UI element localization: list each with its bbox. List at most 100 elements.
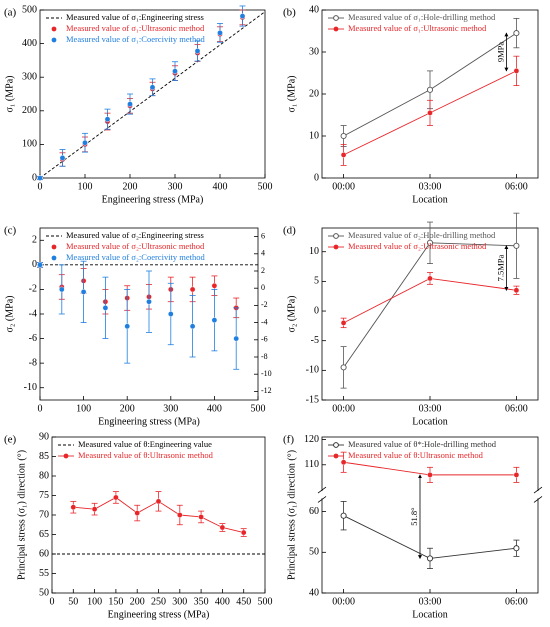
legend-marker <box>333 244 339 250</box>
panel-label: (f) <box>283 434 294 446</box>
marker <box>70 504 77 511</box>
y-tick-label: 30 <box>309 46 319 57</box>
axis-break <box>319 491 325 499</box>
x-tick-label: 00:00 <box>332 403 355 414</box>
marker <box>167 311 174 317</box>
y2-tick-label: -6 <box>261 335 268 344</box>
y-tick-label: 0 <box>32 259 37 270</box>
x-tick-label: 400 <box>207 403 222 414</box>
y-tick-label: -2 <box>29 284 37 295</box>
panel-label: (d) <box>283 225 296 237</box>
y-axis-label: σ₁ (MPa) <box>4 76 15 113</box>
legend-marker <box>51 255 57 261</box>
y2-tick-label: -12 <box>261 386 272 395</box>
y-tick-label: 90 <box>39 431 49 442</box>
legend-marker <box>333 453 339 459</box>
marker <box>513 545 520 552</box>
marker <box>340 132 347 140</box>
marker <box>59 155 66 161</box>
break-mark <box>533 486 543 494</box>
y-tick-label: 100 <box>22 139 37 150</box>
x-tick-label: 450 <box>236 596 251 607</box>
marker <box>198 514 204 520</box>
y-tick-label: -15 <box>306 394 319 405</box>
panel: (e) Principal stress (σ₁) direction (°) En… <box>4 431 273 620</box>
break-mark <box>317 496 327 503</box>
y-tick-label: 120 <box>304 434 319 445</box>
y-tick-label: -10 <box>306 365 319 376</box>
marker <box>82 139 88 146</box>
marker <box>211 317 218 323</box>
y-tick-label: 300 <box>22 71 37 82</box>
y2-tick-label: 0 <box>261 283 265 292</box>
plot-frame <box>39 9 266 179</box>
y-tick-label: 50 <box>39 587 49 598</box>
y2-tick-label: -4 <box>261 317 268 326</box>
marker <box>239 13 246 19</box>
x-tick-label: 150 <box>108 596 123 607</box>
y-tick-label: 85 <box>39 451 49 462</box>
series-line <box>343 277 517 324</box>
legend-label: Measured value of σ₂:Engineering stress <box>66 230 204 240</box>
x-tick-label: 100 <box>76 403 91 414</box>
x-tick-label: 0 <box>38 181 43 192</box>
marker <box>240 529 247 536</box>
legend-marker <box>333 15 339 21</box>
x-axis-label: Location <box>412 416 448 427</box>
marker <box>134 510 140 516</box>
marker <box>513 30 520 37</box>
panel: (c) σ₂ (MPa) Engineering stress (MPa) -10 -8… <box>4 225 272 428</box>
y-tick-label: 80 <box>39 470 49 481</box>
y-tick-label: 55 <box>39 568 49 579</box>
x-axis-label: Location <box>412 609 448 620</box>
panel-label: (c) <box>4 225 17 237</box>
marker <box>219 524 226 531</box>
marker <box>59 286 65 293</box>
y-tick-label: 40 <box>309 4 319 15</box>
legend-label: Measured value of σ₂:Coercivity method <box>66 252 206 262</box>
x-tick-label: 400 <box>215 596 230 607</box>
x-tick-label: 06:00 <box>505 181 528 192</box>
panel-label: (b) <box>283 7 296 19</box>
y2-tick-label: -2 <box>261 300 268 309</box>
marker <box>104 116 111 122</box>
series-line <box>39 11 266 179</box>
x-tick-label: 200 <box>123 181 138 192</box>
y-tick-label: 0 <box>32 172 37 183</box>
marker <box>176 512 183 518</box>
x-tick-label: 300 <box>163 403 178 414</box>
x-tick-label: 300 <box>172 596 187 607</box>
marker <box>427 275 433 282</box>
y-tick-label: 110 <box>304 459 319 470</box>
x-tick-label: 500 <box>258 181 273 192</box>
marker <box>426 86 434 93</box>
y-tick-label: 2 <box>32 235 37 246</box>
x-tick-label: 200 <box>130 596 145 607</box>
x-tick-label: 03:00 <box>419 403 442 414</box>
y-tick-label: -10 <box>24 382 37 393</box>
x-tick-label: 00:00 <box>332 596 355 607</box>
marker <box>217 30 223 36</box>
y-tick-label: 75 <box>39 490 49 501</box>
marker <box>37 175 43 181</box>
x-tick-label: 100 <box>78 181 93 192</box>
x-tick-label: 100 <box>87 596 102 607</box>
marker <box>91 506 98 512</box>
x-tick-label: 03:00 <box>419 596 442 607</box>
y-tick-label: 20 <box>309 88 319 99</box>
legend-marker <box>51 244 57 250</box>
legend-label: Measured value of θ:Ultrasonic method <box>348 450 484 460</box>
legend-label: Measured value of θ:Ultrasonic method <box>78 450 214 460</box>
y-tick-label: -8 <box>29 357 37 368</box>
x-tick-label: 350 <box>194 596 209 607</box>
marker <box>426 239 434 246</box>
marker <box>102 305 109 311</box>
y-tick-label: -6 <box>29 333 37 344</box>
marker <box>211 282 218 289</box>
annotation: 9MPa <box>495 42 505 63</box>
y-tick-label: 400 <box>22 38 37 49</box>
y-tick-label: 65 <box>39 529 49 540</box>
marker <box>189 286 196 293</box>
legend-label: Measured value of σ₁:Ultrasonic method <box>348 23 487 33</box>
break-mark <box>533 496 543 503</box>
